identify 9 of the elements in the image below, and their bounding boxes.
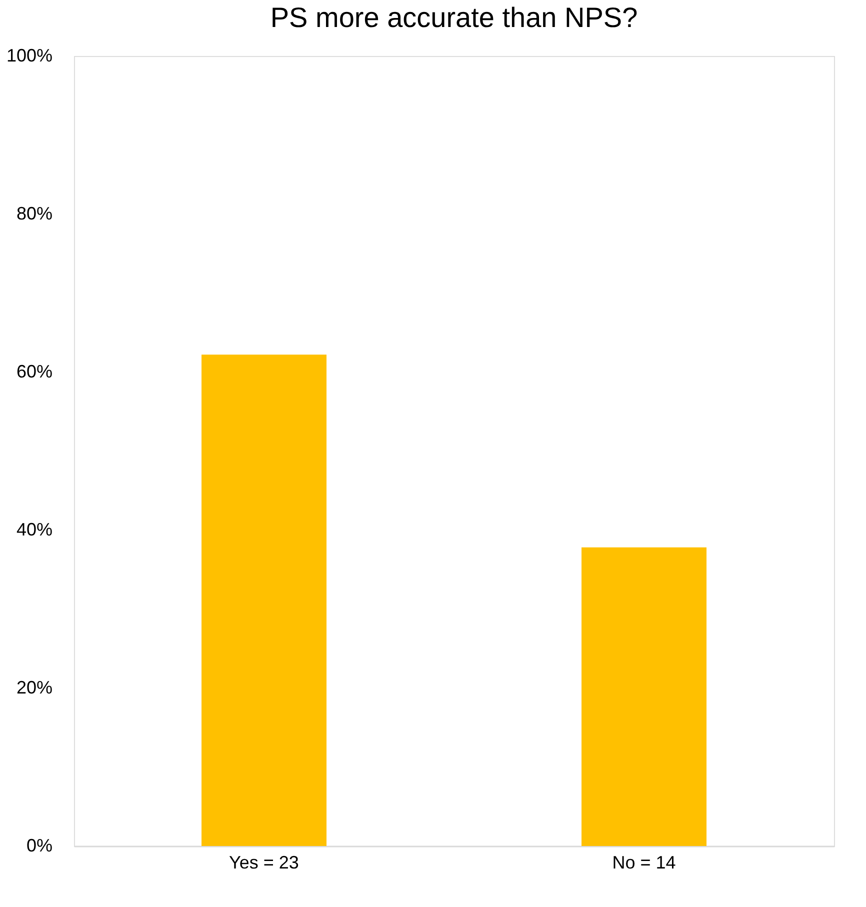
x-tick-label: No = 14 [612, 852, 676, 872]
y-tick-label: 20% [16, 678, 52, 698]
y-tick-label: 60% [16, 362, 52, 382]
y-tick-label: 100% [6, 46, 52, 66]
chart-title: PS more accurate than NPS? [270, 2, 638, 33]
y-tick-label: 40% [16, 520, 52, 540]
y-tick-label: 80% [16, 204, 52, 224]
y-tick-label: 0% [26, 836, 52, 856]
x-tick-label: Yes = 23 [229, 852, 299, 872]
